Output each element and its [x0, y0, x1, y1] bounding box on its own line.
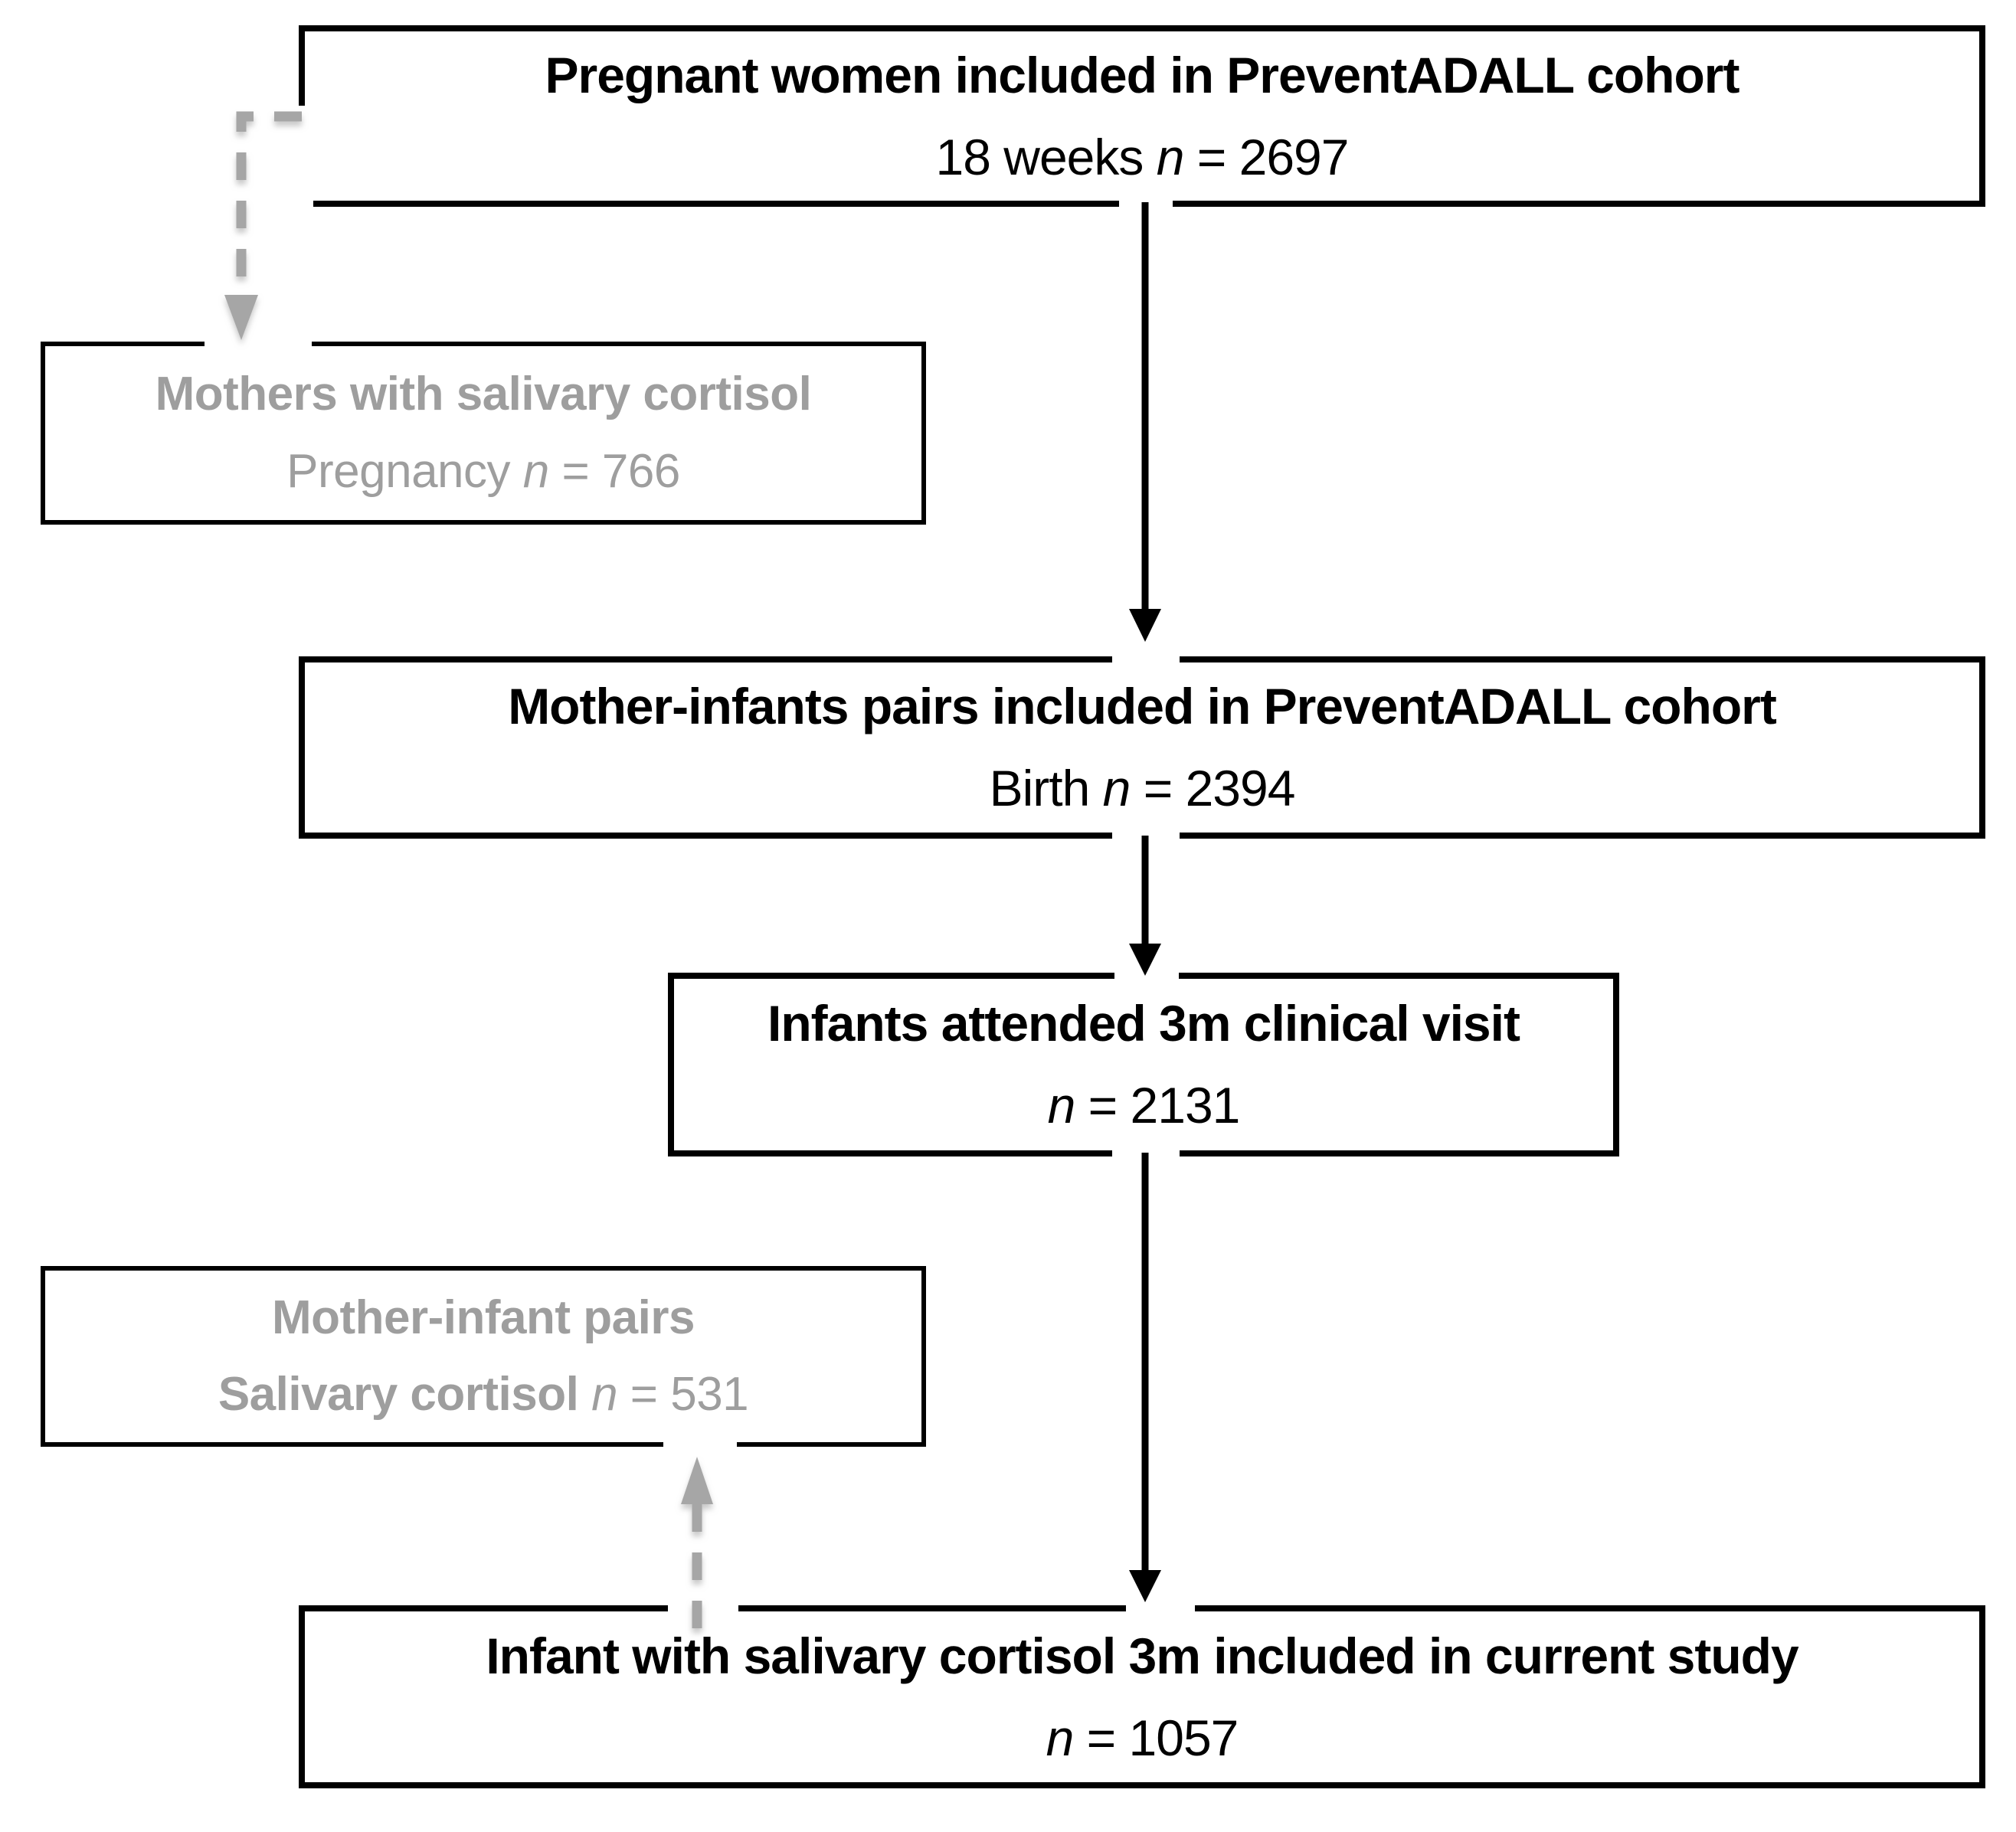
- box-title: Infant with salivary cortisol 3m include…: [486, 1627, 1798, 1684]
- box-included-current-study: Infant with salivary cortisol 3m include…: [299, 1605, 1985, 1788]
- box-mother-infant-pairs-cohort: Mother-infants pairs included in Prevent…: [299, 656, 1985, 839]
- arrow-18w-to-birth: [1129, 202, 1161, 642]
- box-mother-infant-pairs-cortisol: Mother-infant pairs Salivary cortisol n …: [41, 1266, 926, 1447]
- box-count-line: n = 1057: [1046, 1709, 1239, 1766]
- box-count-line: Pregnancy n = 766: [286, 444, 680, 498]
- arrow-3m-to-study: [1129, 1153, 1161, 1602]
- box-title: Mother-infants pairs included in Prevent…: [508, 678, 1777, 735]
- box-title: Pregnant women included in PreventADALL …: [545, 46, 1740, 103]
- box-count-line: 18 weeks n = 2697: [935, 128, 1350, 185]
- box-count-line: Salivary cortisol n = 531: [218, 1368, 749, 1421]
- box-title: Mothers with salivary cortisol: [155, 368, 812, 421]
- dashed-arrow-to-pairs-cortisol: [681, 1457, 713, 1628]
- box-count-line: n = 2131: [1047, 1077, 1241, 1134]
- box-pregnant-women-cohort: Pregnant women included in PreventADALL …: [299, 25, 1985, 207]
- box-count-line: Birth n = 2394: [989, 760, 1296, 816]
- box-infants-3m-visit: Infants attended 3m clinical visit n = 2…: [668, 973, 1619, 1156]
- arrow-birth-to-3m: [1129, 836, 1161, 976]
- box-title: Infants attended 3m clinical visit: [767, 995, 1520, 1052]
- flow-arrows: [1129, 202, 1161, 1602]
- dashed-arrow-to-maternal-cortisol: [224, 111, 302, 340]
- box-mothers-salivary-cortisol: Mothers with salivary cortisol Pregnancy…: [41, 342, 926, 525]
- box-title: Mother-infant pairs: [272, 1291, 695, 1344]
